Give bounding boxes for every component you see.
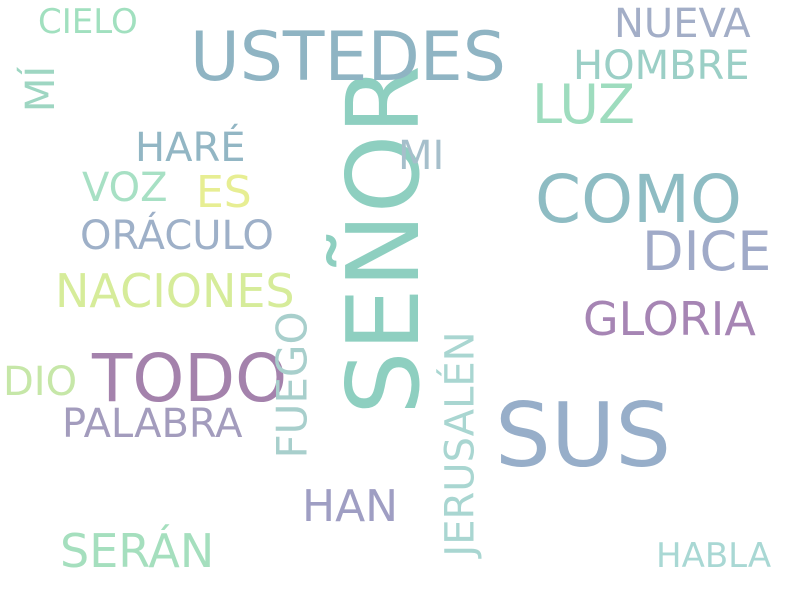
word-palabra: PALABRA — [62, 401, 243, 447]
word-dice: DICE — [642, 220, 772, 283]
word-sus: SUS — [495, 384, 672, 487]
word-jerusalen: JERUSALÉN — [437, 331, 484, 557]
word-es: ES — [196, 167, 252, 218]
word-ustedes: USTEDES — [190, 18, 506, 97]
word-dio: DIO — [3, 359, 78, 405]
word-fuego: FUEGO — [267, 311, 317, 459]
word-todo: TODO — [92, 340, 288, 417]
word-hare: HARÉ — [135, 125, 246, 171]
word-han: HAN — [302, 481, 399, 532]
word-senor: SEÑOR — [324, 65, 442, 415]
word-gloria: GLORIA — [583, 292, 756, 346]
word-cielo: CIELO — [38, 2, 138, 42]
word-voz: VOZ — [82, 165, 168, 211]
word-nueva: NUEVA — [614, 1, 751, 47]
word-hombre: HOMBRE — [573, 43, 750, 89]
word-oraculo: ORÁCULO — [80, 213, 274, 259]
word-seran: SERÁN — [60, 524, 215, 578]
word-mi: MI — [398, 133, 445, 179]
word-naciones: NACIONES — [55, 264, 295, 318]
word-habla: HABLA — [656, 536, 772, 576]
word-mi-accent: MÍ — [18, 65, 65, 113]
word-luz: LUZ — [532, 73, 635, 136]
word-como: COMO — [535, 161, 742, 238]
